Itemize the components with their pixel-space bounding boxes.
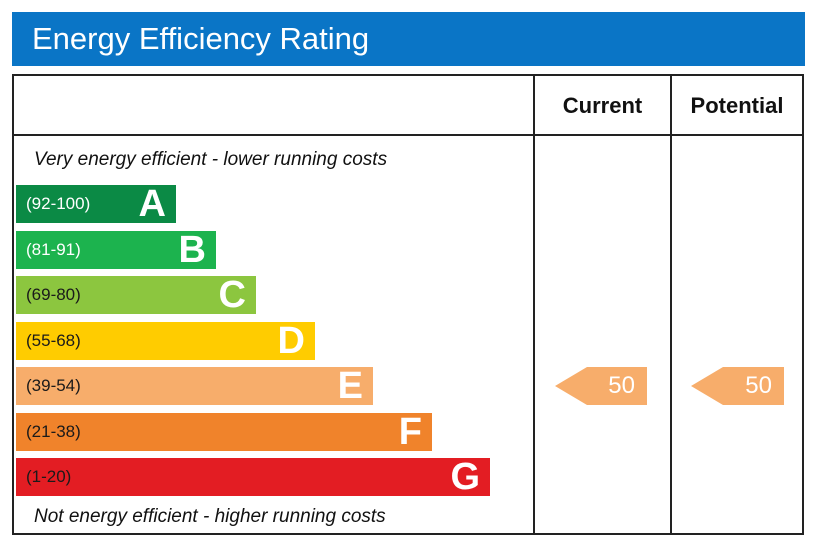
rating-band-f: (21-38) F (16, 410, 432, 453)
band-range-label: (1-20) (26, 467, 72, 486)
potential-rating-arrow-value: 50 (745, 372, 772, 399)
band-letter: F (398, 410, 422, 453)
band-letter: G (450, 456, 480, 498)
band-letter: B (178, 228, 206, 271)
band-range-label: (92-100) (26, 194, 91, 213)
band-range-label: (81-91) (26, 239, 81, 259)
header-row-divider (14, 134, 802, 136)
band-letter: C (218, 274, 246, 316)
band-letter: D (277, 319, 305, 362)
column-header-current: Current (562, 93, 643, 118)
rating-band-e: (39-54) E (16, 367, 373, 405)
band-letter: A (138, 183, 166, 225)
rating-band-g: (1-20) G (16, 458, 490, 496)
rating-band-d: (55-68) D (16, 319, 315, 362)
rating-band-b: (81-91) B (16, 228, 216, 271)
band-range-label: (69-80) (26, 285, 81, 304)
band-range-label: (55-68) (26, 330, 81, 350)
current-rating-arrow: 50 (555, 367, 647, 405)
column-divider-current (533, 76, 535, 533)
column-divider-potential (670, 76, 672, 533)
page-title: Energy Efficiency Rating (32, 21, 370, 56)
header-bar: Energy Efficiency Rating (12, 12, 805, 66)
current-rating-arrow-value: 50 (608, 372, 635, 399)
rating-band-c: (69-80) C (16, 276, 256, 314)
band-range-label: (39-54) (26, 376, 81, 395)
rating-table: Current Potential Very energy efficient … (12, 74, 804, 535)
band-range-label: (21-38) (26, 421, 81, 441)
column-header-potential: Potential (690, 93, 784, 118)
label-not-efficient: Not energy efficient - higher running co… (34, 506, 386, 527)
rating-band-a: (92-100) A (16, 185, 176, 223)
potential-rating-arrow: 50 (691, 367, 784, 405)
band-letter: E (337, 365, 363, 407)
label-very-efficient: Very energy efficient - lower running co… (34, 149, 388, 170)
